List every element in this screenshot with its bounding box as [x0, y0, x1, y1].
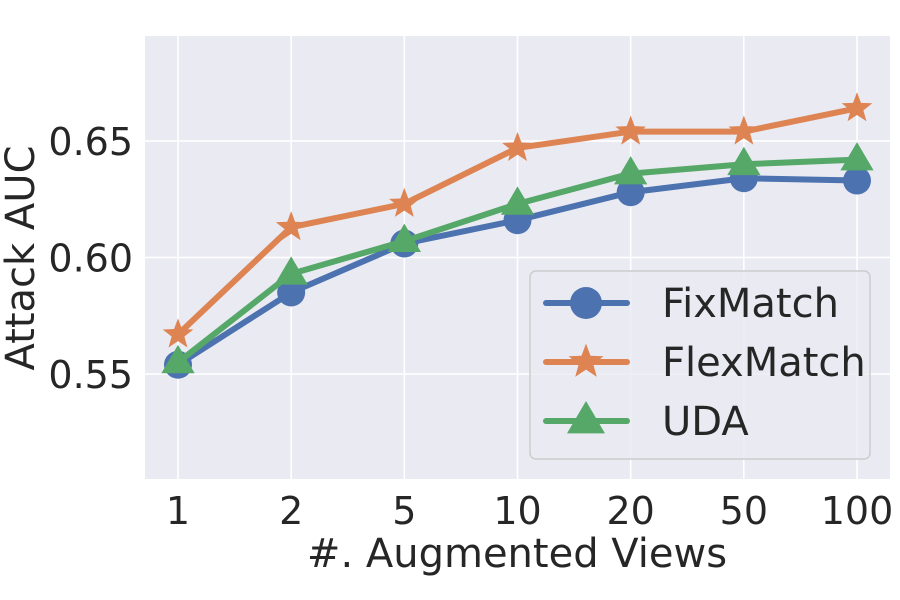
data-point-uda — [387, 223, 421, 253]
data-point-uda — [274, 256, 308, 285]
data-point-flexmatch — [275, 211, 307, 241]
data-point-uda — [727, 146, 761, 176]
y-tick-label: 0.65 — [48, 120, 133, 164]
data-point-flexmatch — [615, 115, 646, 145]
data-point-uda — [840, 142, 874, 171]
data-point-flexmatch — [389, 187, 420, 217]
y-axis-label: Attack AUC — [0, 146, 44, 371]
data-point-fixmatch — [277, 278, 306, 307]
data-point-flexmatch — [502, 131, 533, 161]
y-tick-labels: 0.55 0.60 0.65 — [48, 120, 133, 397]
x-tick-label: 10 — [493, 489, 541, 533]
data-point-flexmatch — [728, 115, 760, 145]
x-tick-labels: 1 2 5 10 20 50 100 — [166, 489, 893, 533]
legend-label-fixmatch: FixMatch — [662, 281, 839, 327]
x-tick-label: 2 — [279, 489, 303, 533]
data-point-fixmatch — [616, 178, 645, 207]
x-tick-label: 5 — [392, 489, 416, 533]
data-point-fixmatch — [843, 166, 871, 195]
legend-marker-fixmatch — [570, 287, 602, 319]
legend-marker-flexmatch — [568, 343, 604, 377]
series-layer — [161, 92, 874, 379]
legend-box — [529, 270, 871, 460]
data-point-flexmatch — [841, 92, 873, 122]
data-point-uda — [161, 344, 195, 374]
data-point-uda — [614, 156, 648, 185]
x-axis-label: #. Augmented Views — [307, 531, 727, 577]
legend-label-uda: UDA — [662, 399, 749, 445]
legend-marker-uda — [567, 401, 605, 434]
x-tick-label: 100 — [821, 489, 894, 533]
x-tick-label: 20 — [606, 489, 654, 533]
legend-label-flexmatch: FlexMatch — [662, 340, 866, 386]
legend: FixMatch FlexMatch UDA — [529, 270, 871, 460]
y-tick-label: 0.60 — [48, 237, 133, 281]
x-tick-label: 1 — [166, 489, 190, 533]
y-tick-label: 0.55 — [48, 353, 133, 397]
data-point-uda — [500, 186, 535, 215]
data-point-flexmatch — [162, 318, 194, 348]
x-tick-label: 50 — [720, 489, 768, 533]
